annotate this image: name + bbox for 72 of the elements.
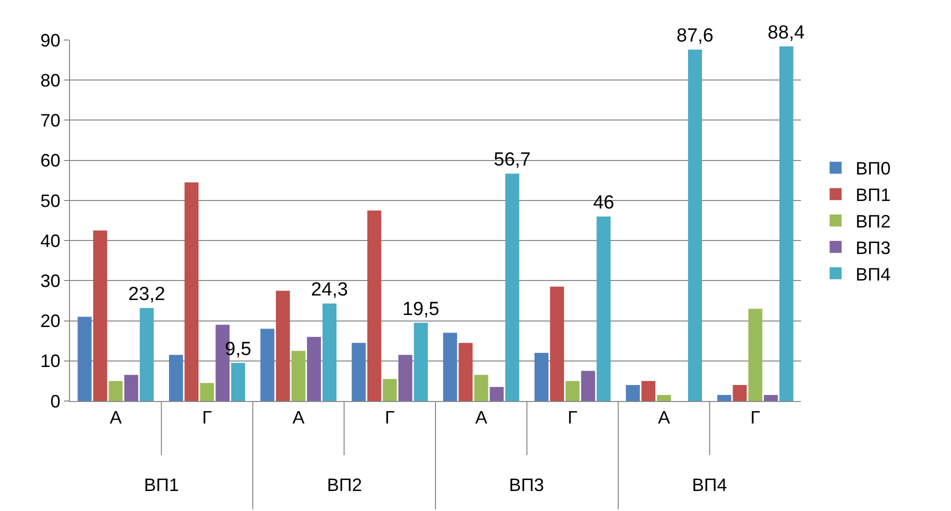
bar xyxy=(581,370,596,401)
y-tick-label: 10 xyxy=(40,351,60,372)
legend-label: ВП4 xyxy=(856,264,891,284)
bar xyxy=(414,322,428,401)
bar xyxy=(596,216,611,401)
x-tick-label: Г xyxy=(568,408,578,428)
bar xyxy=(78,316,92,401)
bar xyxy=(93,230,108,401)
bar xyxy=(231,362,246,401)
x-tick-label: А xyxy=(475,408,488,428)
y-tick-label: 90 xyxy=(40,30,60,50)
y-tick-label: 70 xyxy=(40,110,60,131)
y-tick-label: 0 xyxy=(50,391,60,412)
data-label: 24,3 xyxy=(311,280,348,301)
bar xyxy=(566,380,580,401)
legend-label: ВП3 xyxy=(856,238,891,258)
bar xyxy=(688,50,702,401)
bar xyxy=(260,328,274,401)
bar xyxy=(534,352,548,401)
text: ВП2 xyxy=(327,475,362,495)
bar xyxy=(367,210,382,401)
bar xyxy=(641,380,656,401)
data-label: 19,5 xyxy=(402,298,440,320)
bar xyxy=(717,394,732,401)
x-tick-label: А xyxy=(658,408,670,428)
legend-label: ВП1 xyxy=(856,185,891,206)
bar xyxy=(352,342,366,401)
text: ВП1 xyxy=(144,475,179,495)
bar xyxy=(200,382,214,401)
bar xyxy=(764,394,778,401)
x-tick-label: Г xyxy=(384,408,395,428)
x-tick-label: А xyxy=(292,408,304,428)
y-tick-label: 60 xyxy=(40,150,60,171)
x-tick-label: Г xyxy=(202,408,212,428)
bar xyxy=(291,350,306,401)
bar xyxy=(779,46,794,401)
data-label: 87,6 xyxy=(676,26,714,47)
bar xyxy=(398,354,412,401)
bar xyxy=(458,342,473,401)
bar xyxy=(276,290,290,401)
legend-label: ВП2 xyxy=(856,212,891,232)
bar xyxy=(108,380,123,401)
y-tick-label: 20 xyxy=(40,311,60,332)
bar xyxy=(382,378,397,401)
y-tick-label: 30 xyxy=(40,270,60,291)
bar xyxy=(169,354,183,401)
bar xyxy=(140,308,154,401)
y-tick-label: 50 xyxy=(40,190,60,211)
bar xyxy=(626,384,640,401)
data-label: 88,4 xyxy=(768,22,806,44)
x-tick-label: А xyxy=(110,408,122,428)
bar xyxy=(748,308,762,401)
bar xyxy=(505,174,520,401)
data-label: 56,7 xyxy=(494,150,531,171)
bar xyxy=(124,374,138,401)
bar xyxy=(306,336,321,401)
bar xyxy=(490,386,504,401)
bar xyxy=(656,394,671,401)
bar xyxy=(443,332,458,401)
data-label: 23,2 xyxy=(128,284,166,305)
y-tick-label: 40 xyxy=(40,230,60,251)
y-tick-label: 80 xyxy=(40,70,60,90)
bar xyxy=(184,182,199,401)
text: ВП3 xyxy=(509,475,544,495)
x-tick-label: Г xyxy=(750,408,760,428)
data-label: 46 xyxy=(593,192,614,214)
bar xyxy=(550,286,564,401)
legend-label: ВП0 xyxy=(856,158,891,179)
text: ВП4 xyxy=(692,475,727,495)
bar xyxy=(732,384,747,401)
bar xyxy=(322,304,336,401)
bar xyxy=(474,374,488,401)
